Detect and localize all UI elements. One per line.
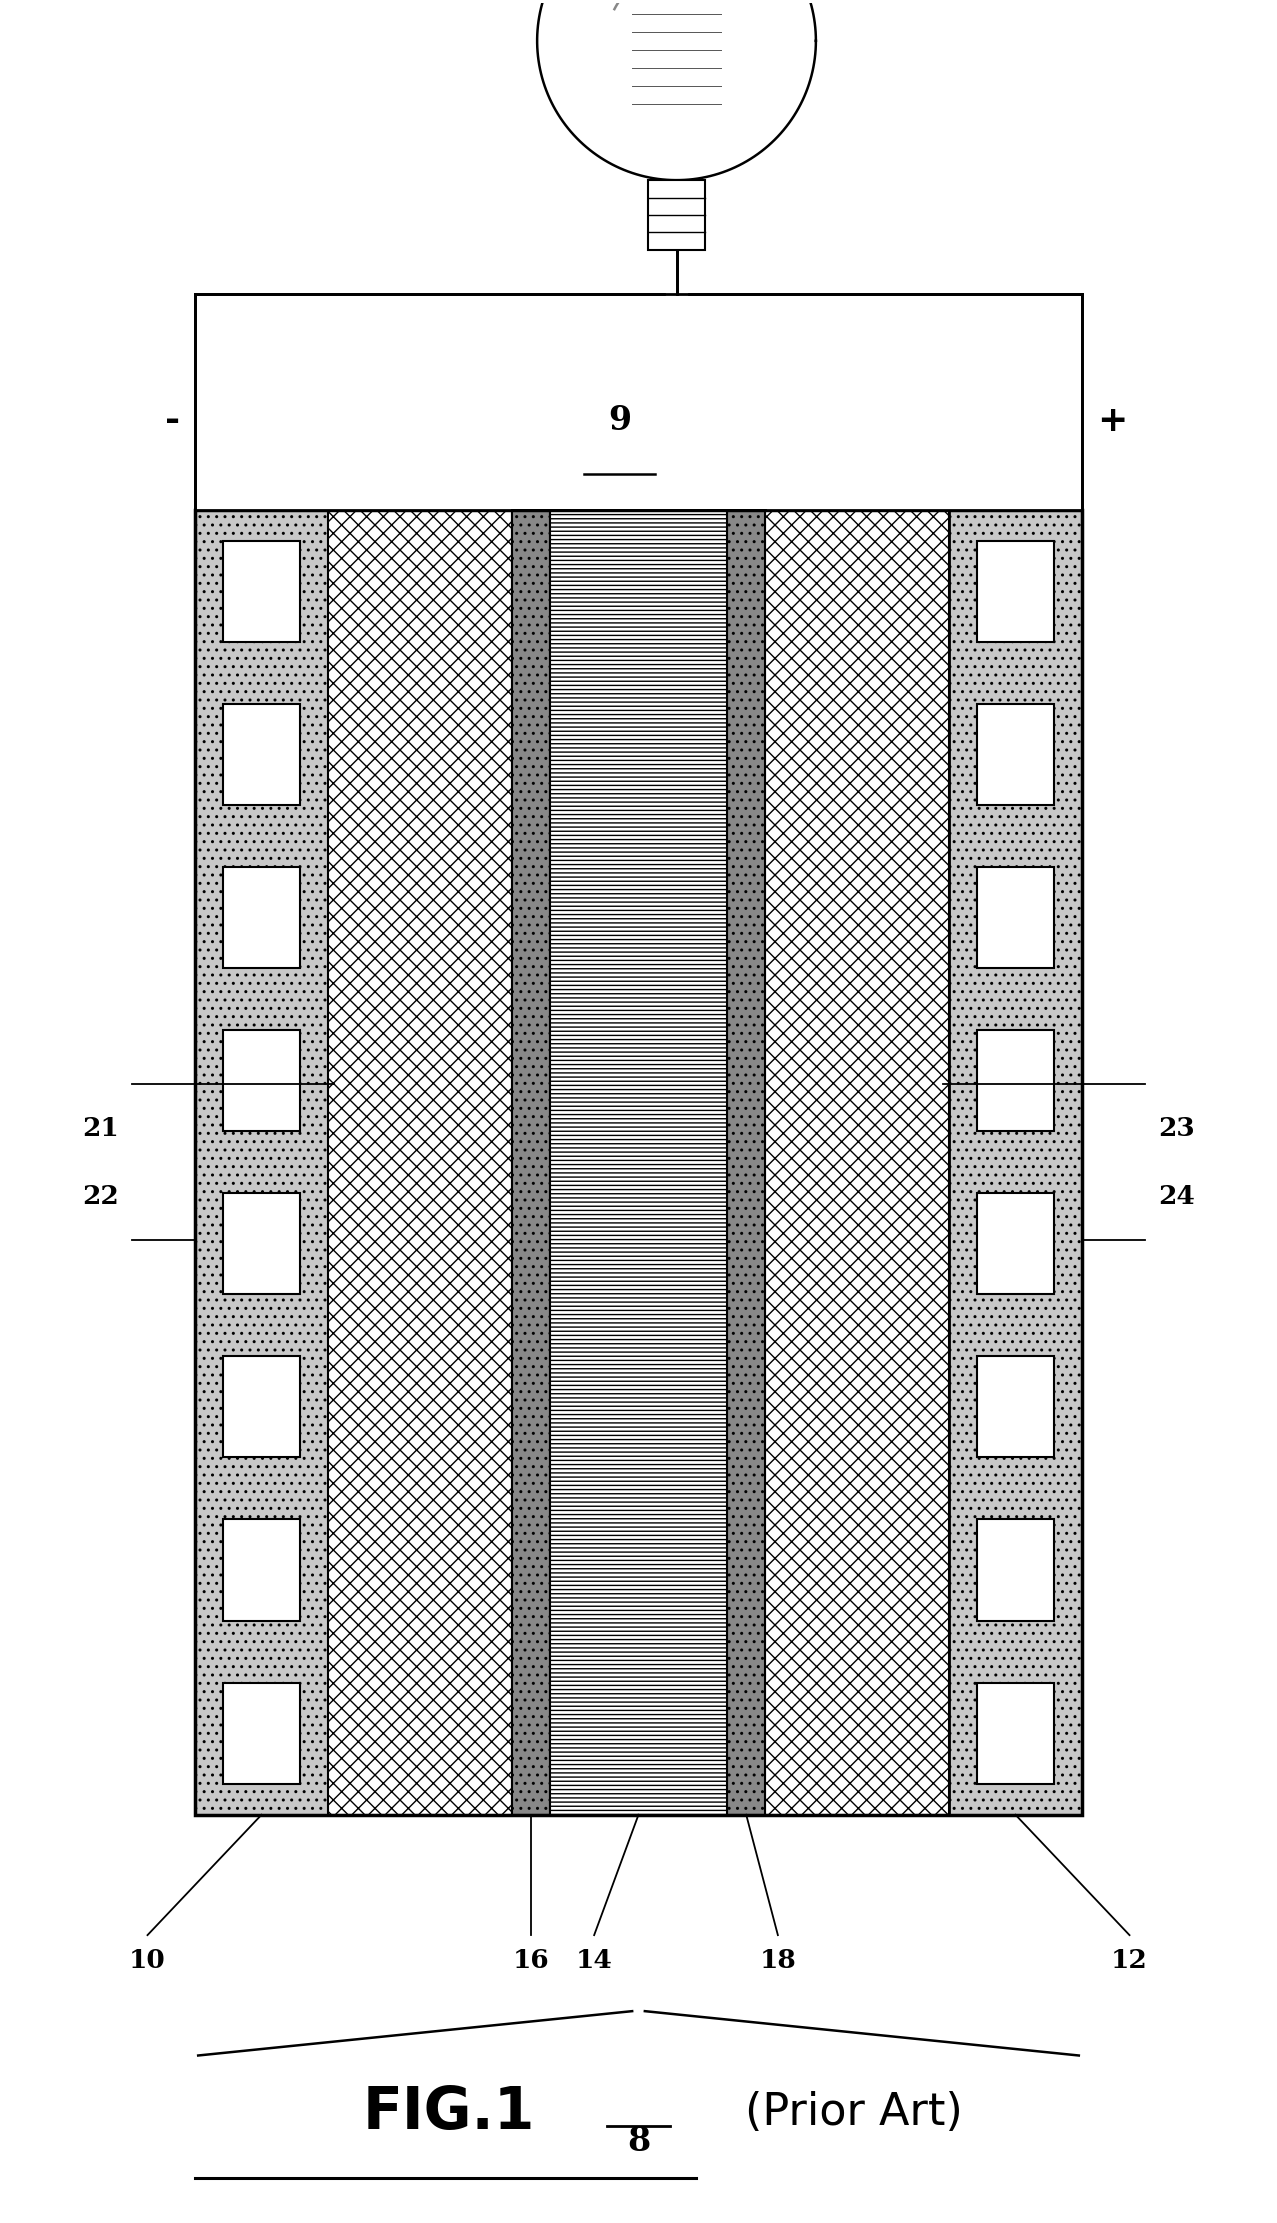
Bar (223, 1683, 300, 1783)
Text: 23: 23 (1158, 1116, 1195, 1140)
Bar (977, 1683, 1054, 1783)
Text: 14: 14 (576, 1947, 613, 1972)
Bar (195, 509, 1082, 1814)
Text: 9: 9 (608, 405, 631, 438)
Bar (223, 705, 300, 805)
Bar (977, 1356, 1054, 1458)
Text: FIG.1: FIG.1 (363, 2083, 535, 2141)
Bar (977, 1521, 1054, 1621)
Bar (977, 1194, 1054, 1294)
Text: 16: 16 (512, 1947, 549, 1972)
Bar (195, 293, 1082, 509)
Bar (223, 1356, 300, 1458)
Text: 18: 18 (760, 1947, 797, 1972)
Bar (765, 509, 949, 1814)
Bar (949, 509, 1082, 1814)
Text: 12: 12 (1111, 1947, 1148, 1972)
Bar (977, 1029, 1054, 1132)
Bar (195, 509, 328, 1814)
Bar (223, 1521, 300, 1621)
Bar (647, 180, 705, 249)
Bar (223, 540, 300, 642)
Text: 22: 22 (82, 1183, 119, 1209)
Bar (977, 867, 1054, 967)
Polygon shape (538, 0, 816, 180)
Bar (223, 1194, 300, 1294)
Bar (223, 1029, 300, 1132)
Bar (977, 705, 1054, 805)
Bar (223, 867, 300, 967)
Text: 24: 24 (1158, 1183, 1195, 1209)
Text: +: + (1097, 405, 1128, 438)
Text: -: - (165, 405, 180, 438)
Text: 10: 10 (129, 1947, 166, 1972)
Bar (727, 509, 765, 1814)
Bar (328, 509, 512, 1814)
Bar (977, 540, 1054, 642)
Text: 8: 8 (627, 2125, 650, 2159)
Text: 21: 21 (82, 1116, 119, 1140)
Text: (Prior Art): (Prior Art) (744, 2092, 963, 2134)
Bar (512, 509, 550, 1814)
Bar (550, 509, 727, 1814)
